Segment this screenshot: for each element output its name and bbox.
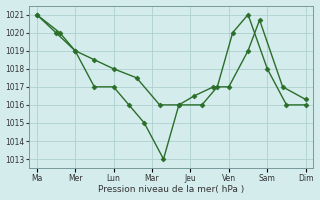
X-axis label: Pression niveau de la mer( hPa ): Pression niveau de la mer( hPa ) bbox=[98, 185, 244, 194]
